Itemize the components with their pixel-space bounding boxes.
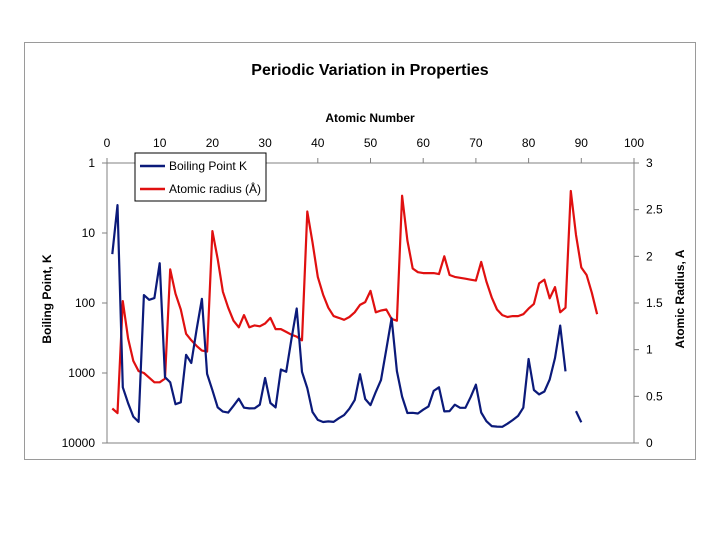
y-left-tick-label: 10 — [82, 226, 96, 240]
legend-label-boiling-point: Boiling Point K — [169, 159, 247, 173]
x-tick-label: 60 — [417, 136, 431, 150]
y-right-tick-label: 3 — [646, 156, 653, 170]
legend-box — [134, 152, 267, 202]
chart-frame: Periodic Variation in Properties Atomic … — [24, 42, 696, 460]
y-right-tick-label: 2.5 — [646, 203, 663, 217]
x-axis-ticks: 0 10 20 30 40 50 60 70 80 90 100 — [104, 136, 644, 163]
y-axis-right-ticks: 0 0.5 1 1.5 2 2.5 3 — [634, 156, 663, 450]
series-line-boiling-point — [111, 204, 567, 428]
x-tick-label: 70 — [469, 136, 483, 150]
y-axis-left-ticks: 1 10 100 1000 10000 — [62, 156, 107, 450]
x-tick-label: 20 — [206, 136, 220, 150]
y-axis-left-title: Boiling Point, K — [40, 254, 54, 344]
y-axis-right-title: Atomic Radius, A — [673, 249, 687, 348]
chart-title: Periodic Variation in Properties — [251, 62, 489, 79]
x-tick-label: 90 — [575, 136, 589, 150]
y-right-tick-label: 0 — [646, 436, 653, 450]
chart-svg: Periodic Variation in Properties Atomic … — [40, 62, 687, 450]
y-right-tick-label: 2 — [646, 249, 653, 263]
x-tick-label: 80 — [522, 136, 536, 150]
y-left-tick-label: 1 — [88, 156, 95, 170]
y-right-tick-label: 1.5 — [646, 296, 663, 310]
series-line-boiling-point-segment-2 — [575, 410, 583, 423]
series-line-atomic-radius — [111, 189, 599, 415]
x-tick-label: 0 — [104, 136, 111, 150]
x-tick-label: 100 — [624, 136, 644, 150]
y-left-tick-label: 10000 — [62, 436, 96, 450]
legend: Boiling Point K Atomic radius (Å) — [134, 152, 267, 202]
legend-label-atomic-radius: Atomic radius (Å) — [169, 181, 261, 196]
x-axis-title: Atomic Number — [325, 111, 415, 125]
series-layer — [111, 189, 599, 428]
plot-area — [106, 162, 635, 444]
y-left-tick-label: 1000 — [68, 366, 95, 380]
y-right-tick-label: 1 — [646, 343, 653, 357]
x-tick-label: 30 — [258, 136, 272, 150]
x-tick-label: 10 — [153, 136, 167, 150]
x-tick-label: 40 — [311, 136, 325, 150]
y-left-tick-label: 100 — [75, 296, 95, 310]
y-right-tick-label: 0.5 — [646, 389, 663, 403]
x-tick-label: 50 — [364, 136, 378, 150]
